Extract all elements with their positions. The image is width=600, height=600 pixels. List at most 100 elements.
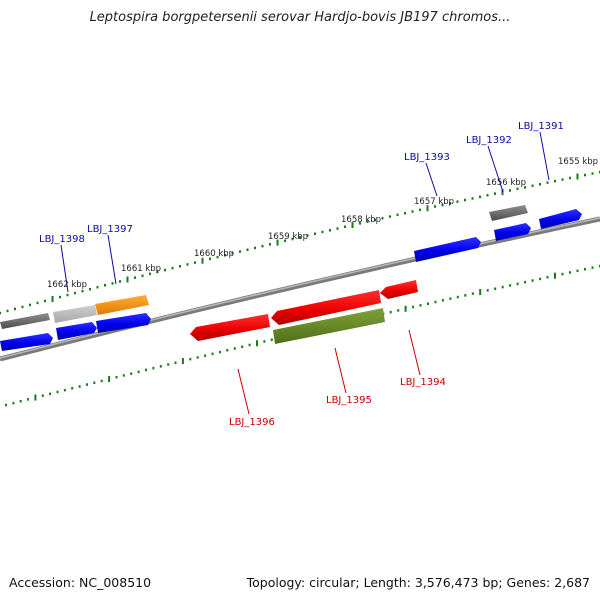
- minor-tick: [196, 356, 199, 359]
- minor-tick: [141, 274, 144, 277]
- minor-tick: [336, 227, 339, 230]
- minor-tick: [111, 282, 114, 285]
- minor-tick: [531, 279, 534, 282]
- minor-tick: [494, 192, 496, 195]
- minor-tick: [329, 229, 331, 232]
- minor-tick: [456, 200, 459, 203]
- minor-tick: [78, 385, 81, 388]
- minor-tick: [174, 361, 177, 364]
- minor-tick: [419, 208, 421, 212]
- major-tick: [554, 272, 556, 279]
- minor-tick: [516, 282, 519, 286]
- minor-tick: [29, 303, 31, 307]
- minor-tick: [531, 184, 534, 187]
- minor-tick: [306, 234, 309, 237]
- minor-tick: [89, 287, 91, 291]
- forward-leader-lines: [60, 131, 550, 293]
- minor-tick: [246, 248, 249, 251]
- minor-tick: [137, 370, 140, 374]
- minor-tick: [374, 218, 376, 222]
- minor-tick: [211, 352, 214, 356]
- minor-tick: [74, 291, 76, 295]
- gene-feature[interactable]: [494, 223, 531, 241]
- minor-tick: [449, 202, 451, 205]
- gene-label[interactable]: LBJ_1395: [326, 395, 372, 406]
- gene-label[interactable]: LBJ_1398: [39, 234, 85, 245]
- gene-label[interactable]: LBJ_1393: [404, 152, 450, 163]
- minor-tick: [104, 284, 106, 287]
- major-tick: [34, 394, 37, 401]
- tick-label: 1660 kbp: [194, 249, 234, 259]
- major-tick: [51, 296, 54, 302]
- minor-tick: [194, 261, 196, 264]
- minor-tick: [261, 244, 264, 248]
- gene-feature[interactable]: [56, 322, 97, 340]
- forward-gene-labels: LBJ_1398 LBJ_1397 LBJ_1393 LBJ_1392 LBJ_…: [39, 121, 564, 245]
- tick-label: 1662 kbp: [47, 280, 87, 290]
- gene-feature[interactable]: [271, 290, 381, 325]
- minor-tick: [119, 280, 121, 283]
- minor-tick: [156, 270, 159, 274]
- minor-tick: [167, 363, 170, 366]
- minor-tick: [569, 271, 571, 274]
- major-tick: [426, 205, 429, 212]
- minor-tick: [159, 365, 162, 368]
- minor-tick: [179, 265, 181, 268]
- minor-tick: [366, 220, 369, 223]
- minor-tick: [239, 250, 241, 253]
- tick-labels: 1662 kbp 1661 kbp 1660 kbp 1659 kbp 1658…: [47, 157, 598, 290]
- minor-tick: [186, 263, 189, 266]
- gene-label[interactable]: LBJ_1391: [518, 121, 564, 132]
- tick-label: 1657 kbp: [414, 197, 454, 207]
- minor-tick: [226, 349, 229, 352]
- major-tick: [108, 376, 111, 383]
- gene-feature[interactable]: [414, 237, 481, 262]
- minor-tick: [0, 311, 1, 315]
- minor-tick: [524, 186, 526, 189]
- gene-label[interactable]: LBJ_1397: [87, 224, 133, 235]
- minor-tick: [291, 237, 294, 241]
- minor-tick: [464, 294, 467, 297]
- minor-tick: [486, 289, 489, 292]
- gene-label[interactable]: LBJ_1392: [466, 135, 512, 146]
- minor-tick: [189, 357, 192, 361]
- gene-feature[interactable]: [489, 205, 528, 221]
- gene-feature[interactable]: [380, 280, 418, 299]
- minor-tick: [434, 205, 436, 208]
- minor-tick: [36, 301, 39, 305]
- minor-tick: [41, 394, 44, 397]
- minor-tick: [321, 230, 324, 234]
- minor-tick: [456, 295, 459, 299]
- gene-feature[interactable]: [96, 313, 151, 333]
- minor-tick: [546, 181, 549, 184]
- minor-tick: [449, 297, 452, 300]
- gene-feature[interactable]: [190, 314, 270, 341]
- minor-tick: [209, 257, 211, 261]
- minor-tick: [27, 398, 30, 401]
- gene-feature[interactable]: [0, 313, 50, 329]
- major-tick: [181, 358, 184, 364]
- minor-tick: [299, 236, 301, 239]
- gene-label[interactable]: LBJ_1394: [400, 377, 446, 388]
- tick-label: 1655 kbp: [558, 157, 598, 167]
- minor-tick: [591, 172, 594, 175]
- minor-tick: [263, 340, 266, 343]
- gene-feature[interactable]: [53, 305, 97, 323]
- gene-label[interactable]: LBJ_1396: [229, 417, 275, 428]
- gene-feature[interactable]: [539, 209, 582, 229]
- major-tick: [404, 305, 407, 312]
- minor-tick: [584, 173, 586, 177]
- minor-tick: [494, 287, 497, 290]
- minor-tick: [122, 374, 125, 377]
- minor-tick: [216, 255, 219, 259]
- minor-tick: [270, 338, 273, 341]
- gene-feature[interactable]: [95, 295, 149, 315]
- forward-tick-row: [0, 170, 600, 315]
- minor-tick: [576, 269, 579, 273]
- gene-feature[interactable]: [273, 308, 385, 344]
- minor-tick: [464, 198, 466, 202]
- minor-tick: [231, 252, 234, 255]
- gene-feature[interactable]: [0, 333, 53, 351]
- minor-tick: [44, 299, 46, 303]
- minor-tick: [12, 401, 15, 405]
